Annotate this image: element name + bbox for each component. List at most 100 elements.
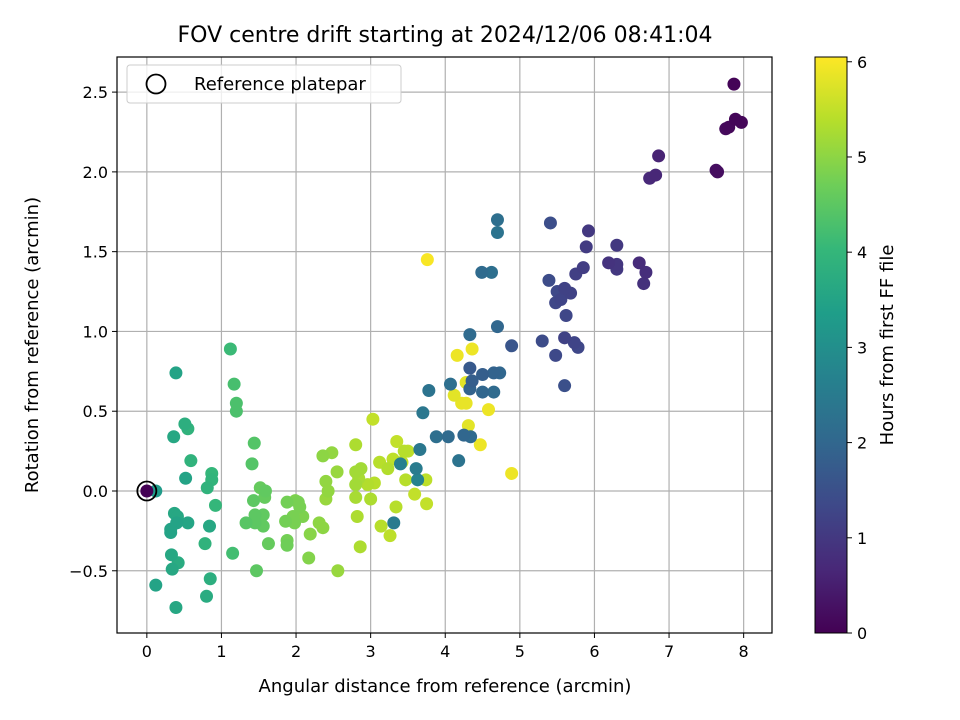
legend-marker-reference (145, 73, 167, 95)
x-tick-label: 2 (291, 642, 301, 661)
scatter-point (140, 484, 154, 498)
scatter-point (420, 253, 434, 267)
scatter-point (321, 484, 335, 498)
scatter-point (639, 265, 653, 279)
x-tick-label: 0 (142, 642, 152, 661)
y-tick-label: −0.5 (69, 562, 108, 581)
colorbar-tick-label: 1 (857, 529, 867, 548)
scatter-point (178, 417, 192, 431)
scatter-point (473, 438, 487, 452)
scatter-point (181, 516, 195, 530)
scatter-point (239, 516, 253, 530)
scatter-point (247, 436, 261, 450)
scatter-point (652, 149, 666, 163)
scatter-point (408, 487, 422, 501)
scatter-point (632, 256, 646, 270)
scatter-point (374, 519, 388, 533)
plot-area: 0 1 2 3 4 5 6 7 8 −0.5 0.0 0.5 1.0 1.5 2.0 2.5 (69, 56, 773, 661)
scatter-point (649, 168, 663, 182)
scatter-point (422, 383, 436, 397)
scatter-point (490, 320, 504, 334)
scatter-point (179, 471, 193, 485)
scatter-point (727, 77, 741, 91)
scatter-point (413, 443, 427, 457)
scatter-point (429, 430, 443, 444)
scatter-point (349, 465, 363, 479)
scatter-point (443, 377, 457, 391)
scatter-point (579, 240, 593, 254)
legend-box (126, 64, 402, 104)
x-axis-label: Angular distance from reference (arcmin) (259, 676, 632, 697)
scatter-point (554, 293, 568, 307)
scatter-point (484, 265, 498, 279)
scatter-point (279, 514, 293, 528)
scatter-point (247, 494, 261, 508)
scatter-point (399, 473, 413, 487)
y-tick-label: 2.0 (83, 163, 108, 182)
colorbar-ticks: 0 1 2 3 4 5 6 (847, 53, 867, 643)
reference-marker (136, 480, 158, 502)
scatter-point (543, 216, 557, 230)
colorbar-tick-label: 2 (857, 434, 867, 453)
scatter-point (558, 281, 572, 295)
scatter-point (198, 537, 212, 551)
scatter-point (167, 430, 181, 444)
x-tick-label: 4 (440, 642, 450, 661)
chart-title: FOV centre drift starting at 2024/12/06 … (178, 23, 713, 48)
scatter-point (361, 478, 375, 492)
x-tick-label: 5 (515, 642, 525, 661)
scatter-point (475, 265, 489, 279)
scatter-point (229, 404, 243, 418)
scatter-point (349, 490, 363, 504)
y-tick-label: 1.5 (83, 243, 108, 262)
scatter-point (567, 336, 581, 350)
scatter-point (200, 481, 214, 495)
colorbar-tick-label: 3 (857, 338, 867, 357)
scatter-point (476, 385, 490, 399)
scatter-point (465, 342, 479, 356)
scatter-point (393, 457, 407, 471)
scatter-point (200, 589, 214, 603)
scatter-point (576, 261, 590, 275)
scatter-point (330, 465, 344, 479)
y-axis-label: Rotation from reference (arcmin) (22, 197, 43, 493)
scatter-point (203, 572, 217, 586)
scatter-point (280, 538, 294, 552)
scatter-point (349, 438, 363, 452)
scatter-point (169, 600, 183, 614)
colorbar: 0 1 2 3 4 5 6 (814, 53, 867, 643)
plot-frame (116, 56, 773, 634)
scatter-point (316, 521, 330, 535)
scatter-point (459, 396, 473, 410)
scatter-point (549, 348, 563, 362)
x-tick-label: 8 (739, 642, 749, 661)
scatter-point (208, 498, 222, 512)
scatter-point (409, 462, 423, 476)
scatter-point (728, 112, 742, 126)
scatter-point (457, 428, 471, 442)
y-tick-label: 2.5 (83, 83, 108, 102)
scatter-point (463, 328, 477, 342)
scatter-point (184, 454, 198, 468)
scatter-point (416, 406, 430, 420)
scatter-point (250, 564, 264, 578)
scatter-point (465, 374, 479, 388)
scatter-point (637, 277, 651, 291)
x-tick-label: 1 (216, 642, 226, 661)
scatter-point (164, 525, 178, 539)
y-tick-label: 1.0 (83, 322, 108, 341)
legend: Reference platepar (126, 64, 402, 104)
colorbar-tick-label: 5 (857, 148, 867, 167)
colorbar-tick-label: 4 (857, 243, 867, 262)
scatter-point (397, 444, 411, 458)
scatter-point (463, 361, 477, 375)
scatter-point (258, 484, 272, 498)
scatter-point (447, 388, 461, 402)
scatter-point (353, 540, 367, 554)
scatter-point (203, 519, 217, 533)
scatter-point (581, 224, 595, 238)
scatter-point (303, 527, 317, 541)
scatter-point (227, 377, 241, 391)
scatter-point (390, 435, 404, 449)
scatter-point (476, 368, 490, 382)
